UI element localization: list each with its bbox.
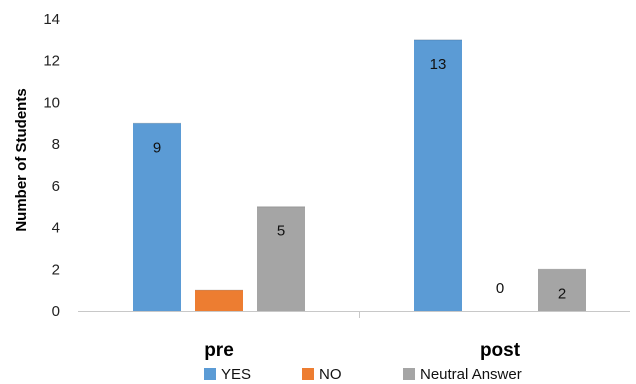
legend-swatch-yes	[204, 368, 216, 380]
y-tick-label: 6	[52, 178, 60, 195]
y-tick-label: 8	[52, 136, 60, 153]
bar-neutral-answer-post	[538, 269, 586, 311]
data-labels: 9 13 0 5 2	[153, 56, 566, 302]
y-axis-label: Number of Students	[13, 88, 30, 231]
bar-no-pre	[195, 290, 243, 311]
legend-swatch-neutral-answer	[403, 368, 415, 380]
y-tick-label: 10	[43, 94, 60, 111]
data-label: 13	[430, 56, 447, 73]
legend-label-no: NO	[319, 366, 342, 383]
bars	[133, 39, 586, 312]
x-axis	[78, 311, 630, 318]
y-tick-label: 12	[43, 53, 60, 70]
category-label-pre: pre	[204, 340, 234, 361]
data-label: 0	[496, 280, 504, 297]
data-label: 5	[277, 223, 285, 240]
bar-yes-pre	[133, 123, 181, 312]
legend-label-yes: YES	[221, 366, 251, 383]
legend-label-neutral-answer: Neutral Answer	[420, 366, 522, 383]
y-tick-label: 14	[43, 11, 60, 28]
legend: YES NO Neutral Answer	[204, 366, 522, 383]
y-tick-label: 4	[52, 220, 60, 237]
data-label: 9	[153, 139, 161, 156]
bar-neutral-answer-pre	[257, 206, 305, 311]
y-tick-label: 2	[52, 261, 60, 278]
category-label-post: post	[480, 340, 521, 361]
data-label: 2	[558, 285, 566, 302]
legend-swatch-no	[302, 368, 314, 380]
y-tick-label: 0	[52, 303, 60, 320]
category-labels: pre post	[204, 340, 521, 361]
bar-yes-post	[414, 39, 462, 311]
y-axis-ticks: 0 2 4 6 8 10 12 14	[43, 11, 60, 320]
